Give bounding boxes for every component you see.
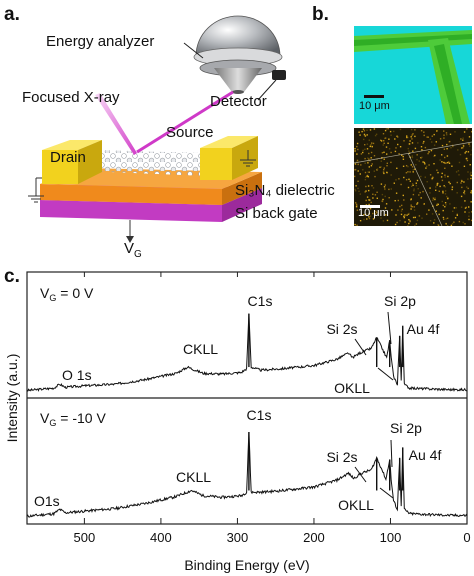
peak-label: Au 4f	[409, 447, 442, 463]
source-label: Source	[166, 124, 214, 141]
x-tick-label: 100	[380, 530, 402, 545]
x-tick-label: 500	[74, 530, 96, 545]
peak-label: Au 4f	[407, 321, 440, 337]
gate-voltage-label: VG	[124, 240, 142, 260]
detector-leader-line	[257, 79, 277, 101]
peak-label: C1s	[247, 407, 272, 423]
panel-a-label: a.	[4, 4, 20, 25]
condition-label: VG = -10 V	[40, 410, 106, 428]
xray-beam	[95, 93, 137, 155]
graphene-sheet	[62, 150, 236, 176]
panel-c-label: c.	[4, 266, 20, 287]
gate-arrow-icon	[126, 236, 134, 243]
peak-label: Si 2p	[384, 293, 416, 309]
ground-symbol-drain	[28, 177, 44, 203]
scale-bar-top	[364, 95, 384, 98]
x-tick-label: 300	[227, 530, 249, 545]
detector-label: Detector	[210, 93, 267, 110]
peak-arrow	[390, 439, 393, 468]
energy-analyzer-icon	[193, 15, 283, 94]
peak-label: O 1s	[62, 367, 92, 383]
peak-label: O1s	[34, 493, 60, 509]
scale-label-bottom: 10 μm	[358, 207, 389, 219]
device-schematic	[28, 15, 286, 243]
x-tick-label: 200	[303, 530, 325, 545]
analyzer-leader-line	[183, 42, 204, 59]
back-gate-label: Si back gate	[235, 205, 318, 222]
condition-label: VG = 0 V	[40, 285, 94, 303]
peak-label: Si 2s	[326, 321, 357, 337]
dielectric-label: Si₃N₄ dielectric	[235, 182, 335, 199]
peak-label: OKLL	[338, 497, 374, 513]
x-axis-label: Binding Energy (eV)	[184, 557, 309, 573]
drain-electrode	[42, 140, 102, 184]
x-tick-label: 0	[463, 530, 470, 545]
source-electrode	[200, 136, 258, 180]
peak-label: CKLL	[183, 341, 218, 357]
peak-label: C1s	[248, 293, 273, 309]
scale-label-top: 10 μm	[359, 100, 390, 112]
peak-arrow	[354, 466, 367, 483]
scale-bar-bottom	[360, 205, 380, 208]
peak-arrow	[387, 311, 392, 345]
x-tick-label: 400	[150, 530, 172, 545]
panel-b-label: b.	[312, 4, 329, 25]
drain-label: Drain	[50, 149, 86, 166]
peak-label: Si 2s	[326, 449, 357, 465]
peak-arrow	[377, 367, 394, 381]
peak-label: Si 2p	[390, 420, 422, 436]
peak-arrow	[379, 487, 394, 499]
optical-micrograph	[354, 26, 472, 124]
detector-icon	[272, 70, 286, 80]
peak-label: OKLL	[334, 380, 370, 396]
focused-xray-label: Focused X-ray	[22, 89, 120, 106]
ground-symbol-source	[240, 150, 256, 167]
energy-analyzer-label: Energy analyzer	[46, 33, 155, 50]
y-axis-label: Intensity (a.u.)	[4, 354, 20, 443]
photoelectron-line	[136, 90, 234, 154]
spectroscopic-map	[354, 128, 472, 226]
peak-arrow	[354, 338, 367, 356]
peak-label: CKLL	[176, 469, 211, 485]
spectrum-line-1	[26, 432, 468, 518]
spectrum-line-0	[26, 313, 468, 392]
